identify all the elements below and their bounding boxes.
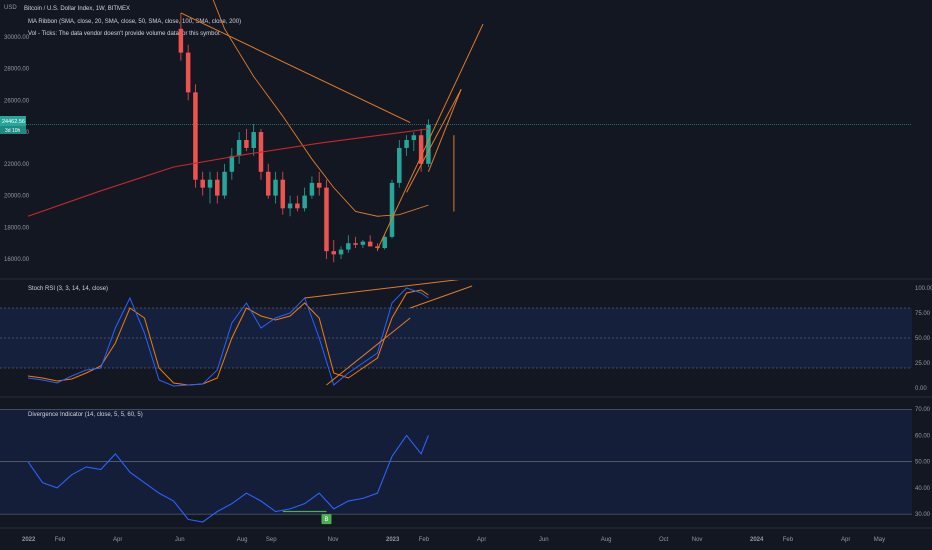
- price-badge-value: 24462.56: [2, 119, 25, 125]
- price-badge-countdown: 3d 10h: [5, 128, 21, 134]
- candle-body[interactable]: [273, 180, 278, 196]
- candle-body[interactable]: [230, 156, 235, 172]
- symbol-title[interactable]: Bitcoin / U.S. Dollar Index, 1W, BITMEX: [24, 6, 130, 12]
- time-axis-label: Feb: [783, 537, 794, 543]
- time-axis-label: 2024: [750, 537, 764, 543]
- candle-body[interactable]: [302, 196, 307, 209]
- time-axis-label: Jun: [175, 537, 185, 543]
- candle-body[interactable]: [244, 140, 249, 148]
- time-axis-label: Aug: [237, 537, 248, 543]
- candle-body[interactable]: [266, 172, 271, 196]
- time-axis-label: 2023: [386, 537, 400, 543]
- stoch-rsi-title[interactable]: Stoch RSI (3, 3, 14, 14, close): [28, 286, 108, 292]
- candle-body[interactable]: [281, 180, 286, 209]
- divergence-title[interactable]: Divergence Indicator (14, close, 5, 5, 6…: [28, 412, 143, 418]
- stoch-axis-label: 50.00: [915, 336, 931, 342]
- bullish-badge-label: B: [324, 517, 328, 523]
- div-axis-label: 70.00: [915, 407, 931, 413]
- div-axis-label: 60.00: [915, 433, 931, 439]
- last-price-badge: 24462.56 3d 10h: [0, 116, 26, 134]
- price-axis-label: 18000.00: [4, 225, 30, 231]
- time-axis-label: Oct: [659, 537, 669, 543]
- candle-body[interactable]: [353, 243, 358, 245]
- time-axis-label: Aug: [601, 537, 612, 543]
- time-axis-label: Jun: [539, 537, 549, 543]
- time-axis-label: Feb: [419, 537, 430, 543]
- volume-title[interactable]: Vol - Ticks: The data vendor doesn't pro…: [28, 31, 221, 37]
- time-axis-label: 2022: [22, 537, 36, 543]
- time-axis-label: Apr: [477, 537, 486, 543]
- stoch-axis-label: 25.00: [915, 361, 931, 367]
- stoch-axis-label: 75.00: [915, 311, 931, 317]
- price-axis-label: 26000.00: [4, 98, 30, 104]
- candle-body[interactable]: [310, 183, 315, 196]
- time-axis-label: Apr: [841, 537, 850, 543]
- candle-body[interactable]: [288, 204, 293, 209]
- candle-body[interactable]: [186, 53, 191, 93]
- time-axis-label: May: [874, 537, 885, 543]
- stoch-axis-label: 100.00: [915, 286, 932, 292]
- time-axis-label: Sep: [266, 537, 277, 543]
- divergence-pane[interactable]: B 70.00 60.00 50.00 40.00 30.00: [0, 407, 931, 524]
- currency-label: USD: [4, 5, 17, 11]
- candle-body[interactable]: [179, 29, 184, 53]
- candle-body[interactable]: [295, 204, 300, 209]
- candle-body[interactable]: [412, 135, 417, 140]
- candle-body[interactable]: [332, 251, 337, 254]
- candle-body[interactable]: [346, 243, 351, 249]
- time-axis-label: Feb: [55, 537, 66, 543]
- candle-body[interactable]: [237, 140, 242, 156]
- candle-body[interactable]: [368, 242, 373, 247]
- time-axis-label: Apr: [113, 537, 122, 543]
- price-axis-label: 20000.00: [4, 194, 30, 200]
- div-plot[interactable]: B: [0, 409, 912, 524]
- div-axis-label: 30.00: [915, 512, 931, 518]
- time-axis-label: Nov: [328, 537, 339, 543]
- price-axis-label: 16000.00: [4, 257, 30, 263]
- candle-body[interactable]: [361, 242, 366, 245]
- candle-body[interactable]: [404, 140, 409, 148]
- candle-body[interactable]: [317, 183, 322, 188]
- div-axis-label: 40.00: [915, 486, 931, 492]
- candle-body[interactable]: [215, 180, 220, 196]
- candle-body[interactable]: [390, 183, 395, 237]
- price-axis-label: 28000.00: [4, 67, 30, 73]
- candle-body[interactable]: [208, 180, 213, 188]
- candle-body[interactable]: [251, 132, 256, 148]
- candle-body[interactable]: [193, 92, 198, 179]
- candle-body[interactable]: [200, 180, 205, 188]
- price-axis-label: 22000.00: [4, 162, 30, 168]
- candle-body[interactable]: [339, 250, 344, 255]
- price-axis-label: 30000.00: [4, 35, 30, 41]
- ma-ribbon-title[interactable]: MA Ribbon (SMA, close, 20, SMA, close, 5…: [28, 19, 241, 25]
- candle-body[interactable]: [222, 172, 227, 196]
- candle-body[interactable]: [324, 188, 329, 252]
- time-axis-label: Nov: [692, 537, 703, 543]
- stoch-axis-label: 0.00: [915, 386, 927, 392]
- candle-body[interactable]: [397, 148, 402, 183]
- div-axis-label: 50.00: [915, 460, 931, 466]
